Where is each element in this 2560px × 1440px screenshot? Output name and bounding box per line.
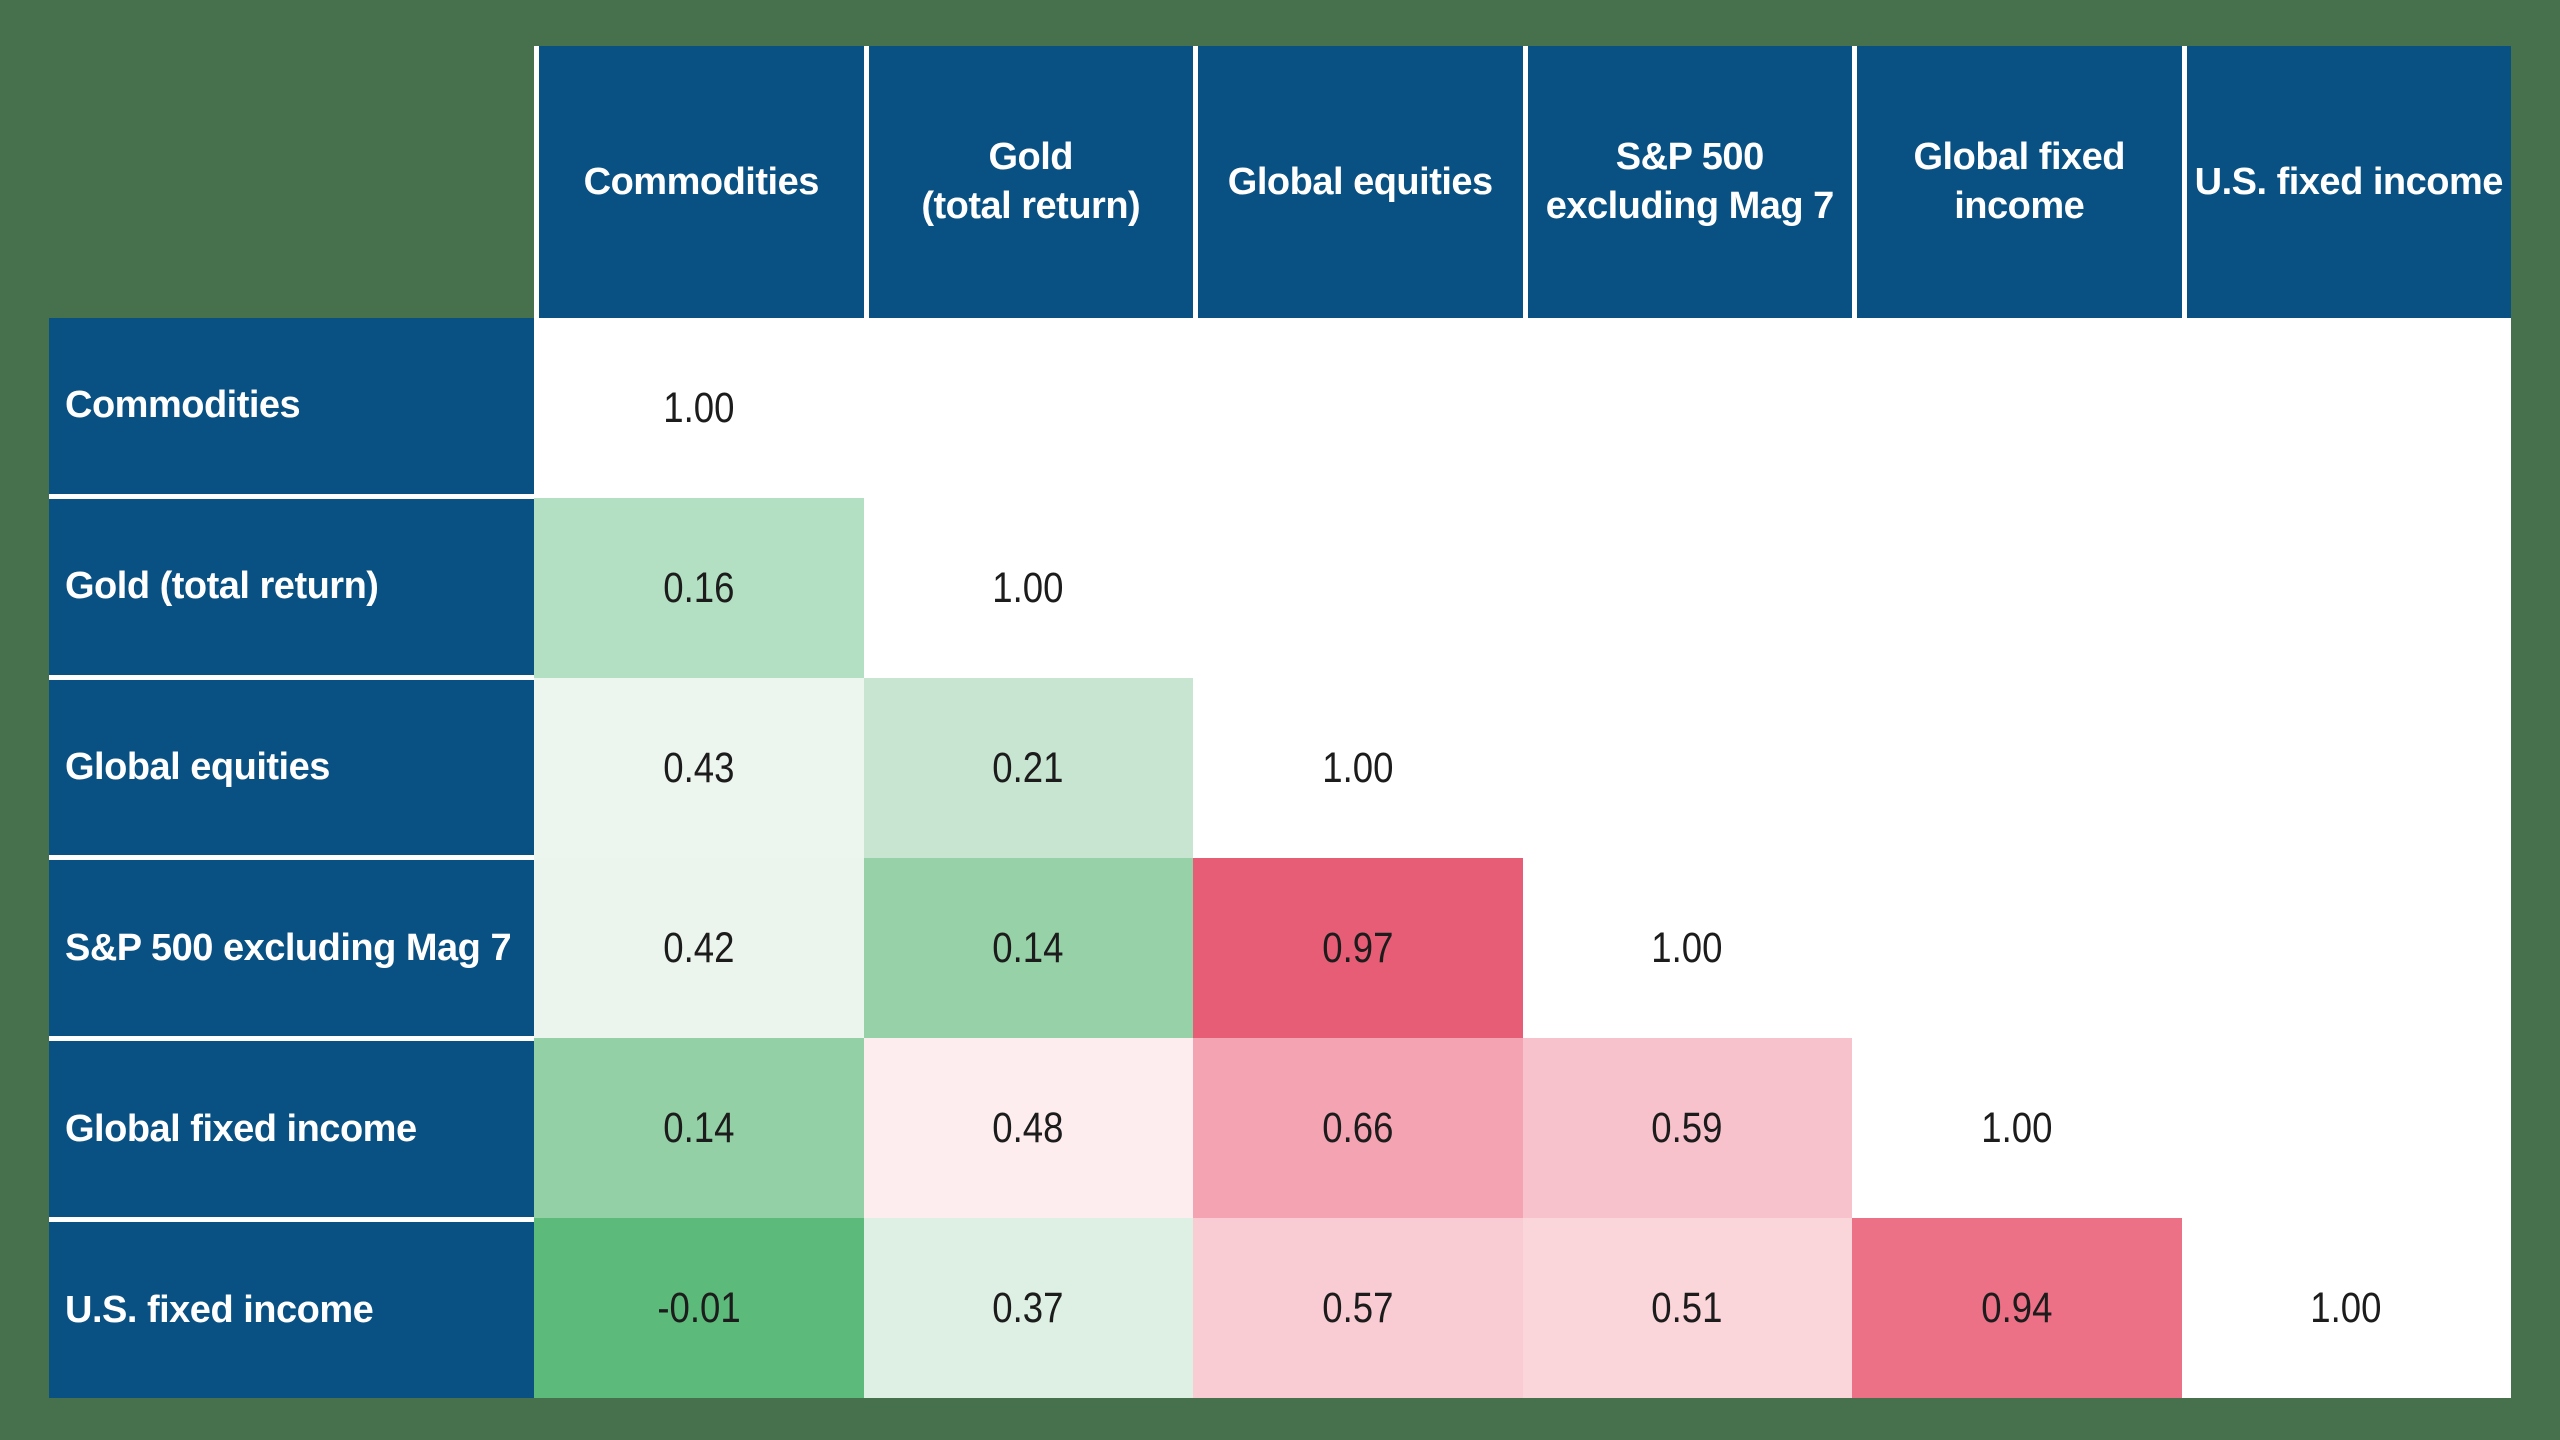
matrix-cell-gold-total-return-x-gold-total-return: 1.00 — [863, 498, 1193, 678]
matrix-cell-empty — [1523, 498, 1853, 678]
correlation-value: 0.16 — [663, 563, 735, 612]
row-label-global-equities: Global equities — [49, 674, 534, 856]
matrix-cell-commodities-x-commodities: 1.00 — [534, 318, 864, 498]
column-header-commodities: Commodities — [534, 46, 864, 318]
row-label-text: S&P 500 excluding Mag 7 — [65, 926, 512, 969]
column-header-s-p-500-excluding-mag-7: S&P 500 excluding Mag 7 — [1522, 46, 1852, 318]
correlation-value: 1.00 — [2310, 1283, 2382, 1332]
correlation-value: 0.57 — [1322, 1283, 1394, 1332]
correlation-value: 1.00 — [992, 563, 1064, 612]
matrix-cell-u-s-fixed-income-x-global-fixed-income: 0.94 — [1852, 1218, 2182, 1398]
matrix-cell-global-fixed-income-x-gold-total-return: 0.48 — [863, 1038, 1193, 1218]
column-header-row: Commodities Gold (total return) Global equ… — [534, 46, 2511, 318]
matrix-cell-empty — [1193, 318, 1523, 498]
column-header-gold-total-return: Gold (total return) — [863, 46, 1193, 318]
row-label-text: Global fixed income — [65, 1107, 417, 1150]
matrix-cell-global-equities-x-gold-total-return: 0.21 — [863, 678, 1193, 858]
matrix-cell-u-s-fixed-income-x-s-p-500-excluding-mag-7: 0.51 — [1522, 1218, 1852, 1398]
matrix-cell-u-s-fixed-income-x-u-s-fixed-income: 1.00 — [2181, 1218, 2511, 1398]
matrix-cell-global-equities-x-global-equities: 1.00 — [1193, 678, 1523, 858]
matrix-cell-empty — [2182, 1038, 2512, 1218]
matrix-cell-empty — [864, 318, 1194, 498]
matrix-cell-global-fixed-income-x-s-p-500-excluding-mag-7: 0.59 — [1522, 1038, 1852, 1218]
correlation-value: 1.00 — [1322, 743, 1394, 792]
row-label-text: Gold (total return) — [65, 565, 379, 608]
correlation-value: 1.00 — [1651, 923, 1723, 972]
matrix-cell-s-p-500-excluding-mag-7-x-commodities: 0.42 — [534, 858, 864, 1038]
correlation-value: 0.37 — [992, 1283, 1064, 1332]
correlation-value: 0.66 — [1322, 1103, 1394, 1152]
correlation-value: 0.14 — [663, 1103, 735, 1152]
correlation-value: -0.01 — [657, 1283, 741, 1332]
matrix-cell-global-fixed-income-x-commodities: 0.14 — [534, 1038, 864, 1218]
matrix-cell-empty — [1523, 678, 1853, 858]
column-header-global-equities: Global equities — [1193, 46, 1523, 318]
matrix-cell-empty — [2182, 498, 2512, 678]
correlation-value: 0.14 — [992, 923, 1064, 972]
matrix-cell-u-s-fixed-income-x-gold-total-return: 0.37 — [863, 1218, 1193, 1398]
column-header-label: Global equities — [1227, 160, 1493, 203]
matrix-cell-global-fixed-income-x-global-equities: 0.66 — [1193, 1038, 1523, 1218]
correlation-value: 0.48 — [992, 1103, 1064, 1152]
column-header-label: Gold (total return) — [921, 136, 1141, 227]
column-header-global-fixed-income: Global fixed income — [1852, 46, 2182, 318]
row-label-s-p-500-excluding-mag-7: S&P 500 excluding Mag 7 — [49, 855, 534, 1037]
correlation-value: 0.43 — [663, 743, 735, 792]
correlation-value: 0.51 — [1651, 1283, 1723, 1332]
column-header-label: Commodities — [583, 160, 820, 203]
row-label-text: U.S. fixed income — [65, 1288, 374, 1331]
matrix-cell-u-s-fixed-income-x-global-equities: 0.57 — [1193, 1218, 1523, 1398]
row-label-text: Commodities — [65, 384, 301, 427]
matrix-cell-global-equities-x-commodities: 0.43 — [534, 678, 864, 858]
column-header-label: U.S. fixed income — [2194, 160, 2504, 203]
matrix-cell-empty — [1852, 678, 2182, 858]
matrix-cell-empty — [1852, 858, 2182, 1038]
column-header-label: Global fixed income — [1913, 136, 2126, 227]
correlation-value: 0.42 — [663, 923, 735, 972]
matrix-cell-empty — [1852, 498, 2182, 678]
matrix-cell-empty — [2182, 858, 2512, 1038]
correlation-value: 0.94 — [1981, 1283, 2053, 1332]
correlation-value: 0.59 — [1651, 1103, 1723, 1152]
row-label-text: Global equities — [65, 746, 330, 789]
matrix-cell-empty — [1193, 498, 1523, 678]
matrix-cell-empty — [2182, 678, 2512, 858]
column-header-label: S&P 500 excluding Mag 7 — [1545, 136, 1835, 227]
matrix-cell-s-p-500-excluding-mag-7-x-gold-total-return: 0.14 — [863, 858, 1193, 1038]
correlation-value: 0.97 — [1322, 923, 1394, 972]
matrix-cell-empty — [2182, 318, 2512, 498]
matrix-cell-u-s-fixed-income-x-commodities: -0.01 — [534, 1218, 864, 1398]
row-label-column: Commodities Gold (total return) Global equ… — [49, 318, 534, 1398]
matrix-cell-gold-total-return-x-commodities: 0.16 — [534, 498, 864, 678]
correlation-value: 0.21 — [992, 743, 1064, 792]
correlation-value: 1.00 — [1981, 1103, 2053, 1152]
matrix-cell-s-p-500-excluding-mag-7-x-global-equities: 0.97 — [1193, 858, 1523, 1038]
matrix-cell-global-fixed-income-x-global-fixed-income: 1.00 — [1852, 1038, 2182, 1218]
row-label-global-fixed-income: Global fixed income — [49, 1036, 534, 1218]
matrix-cell-empty — [1852, 318, 2182, 498]
correlation-value: 1.00 — [663, 383, 735, 432]
row-label-u-s-fixed-income: U.S. fixed income — [49, 1217, 534, 1398]
matrix-data-grid: 1.00 0.16 1.00 0.43 0.21 1.00 0.42 0.14 0.97 1.00… — [534, 318, 2511, 1398]
matrix-cell-s-p-500-excluding-mag-7-x-s-p-500-excluding-mag-7: 1.00 — [1522, 858, 1852, 1038]
column-header-u-s-fixed-income: U.S. fixed income — [2181, 46, 2511, 318]
correlation-table: Commodities Gold (total return) Global equ… — [49, 46, 2511, 1398]
matrix-cell-empty — [1523, 318, 1853, 498]
row-label-commodities: Commodities — [49, 318, 534, 494]
row-label-gold-total-return: Gold (total return) — [49, 493, 534, 675]
